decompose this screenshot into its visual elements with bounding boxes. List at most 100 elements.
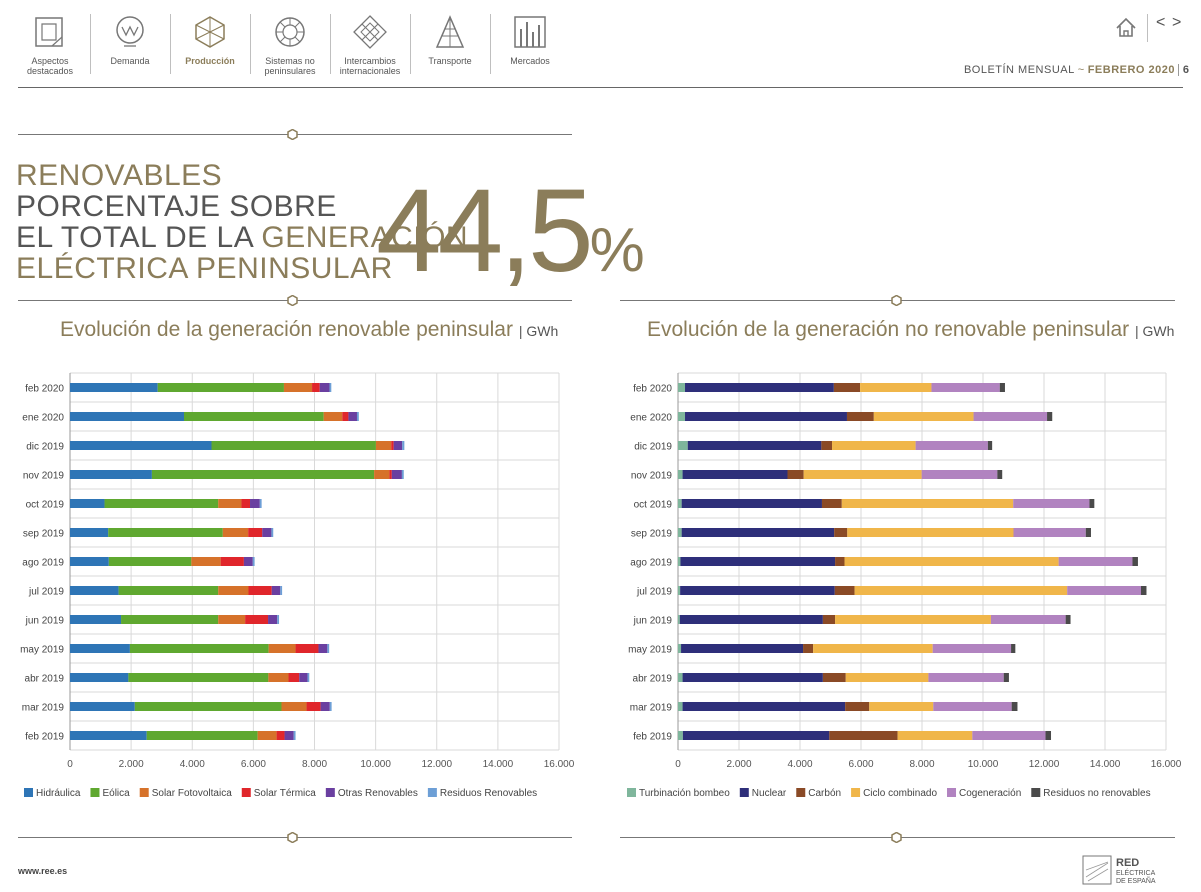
y-tick-label: feb 2020 <box>633 384 672 395</box>
bar-segment <box>834 528 848 537</box>
nav-label: Sistemas no peninsulares <box>264 56 316 76</box>
bar-segment <box>680 586 835 595</box>
bar-segment <box>281 702 307 711</box>
chart-unit: | GWh <box>1135 323 1175 339</box>
bar-segment <box>678 557 681 566</box>
bar-segment <box>121 615 219 624</box>
x-tick-label: 0 <box>67 759 73 770</box>
headline-line-3a: EL TOTAL DE LA <box>16 221 262 254</box>
bar-segment <box>854 586 1068 595</box>
bar-segment <box>915 441 988 450</box>
bar-segment <box>70 644 130 653</box>
bar-segment <box>999 383 1005 392</box>
x-tick-label: 10.000 <box>968 759 999 770</box>
bar-segment <box>678 528 682 537</box>
bar-segment <box>329 383 332 392</box>
exchange-icon <box>350 12 390 52</box>
bar-segment <box>835 557 845 566</box>
bar-segment <box>307 673 310 682</box>
y-tick-label: nov 2019 <box>631 471 673 482</box>
market-chart-icon <box>510 12 550 52</box>
bar-segment <box>1067 586 1141 595</box>
x-tick-label: 2.000 <box>119 759 144 770</box>
x-tick-label: 2.000 <box>726 759 751 770</box>
bar-segment <box>319 383 330 392</box>
bar-segment <box>293 731 296 740</box>
bar-segment <box>252 557 255 566</box>
bar-segment <box>847 528 1014 537</box>
nav-item-transporte[interactable]: Transporte <box>410 12 490 82</box>
nav-item-intercambios-internacionales[interactable]: Intercambios internacionales <box>330 12 410 82</box>
bar-segment <box>678 470 683 479</box>
legend-label: Residuos no renovables <box>1043 788 1150 799</box>
bar-segment <box>245 615 269 624</box>
bar-segment <box>151 470 375 479</box>
next-page-button[interactable]: > <box>1172 14 1182 31</box>
x-tick-label: 12.000 <box>421 759 452 770</box>
bar-segment <box>250 499 260 508</box>
legend-label: Turbinación bombeo <box>639 788 730 799</box>
y-tick-label: sep 2019 <box>23 529 65 540</box>
bar-segment <box>342 412 349 421</box>
bulletin-month: FEBRERO 2020 <box>1087 64 1175 76</box>
document-icon <box>30 12 70 52</box>
bar-segment <box>873 412 974 421</box>
bar-segment <box>391 470 402 479</box>
bar-segment <box>845 673 929 682</box>
bar-segment <box>678 644 682 653</box>
y-tick-label: sep 2019 <box>631 529 673 540</box>
x-tick-label: 6.000 <box>241 759 266 770</box>
home-icon[interactable] <box>1114 16 1138 40</box>
bar-segment <box>129 644 269 653</box>
chart-unit-text: GWh <box>526 323 559 339</box>
bar-segment <box>70 470 152 479</box>
legend-swatch <box>739 788 749 797</box>
bar-segment <box>268 644 296 653</box>
x-tick-label: 8.000 <box>302 759 327 770</box>
bar-segment <box>375 441 392 450</box>
bar-segment <box>679 615 823 624</box>
ree-logo: RED ELÉCTRICA DE ESPAÑA <box>1082 855 1156 885</box>
nav-label: Mercados <box>510 56 550 66</box>
legend-label: Ciclo combinado <box>863 788 937 799</box>
bar-segment <box>299 673 308 682</box>
bar-segment <box>1047 412 1053 421</box>
nav-item-mercados[interactable]: Mercados <box>490 12 570 82</box>
bulletin-title: BOLETÍN MENSUAL ~ FEBRERO 2020 <box>964 64 1175 76</box>
nav-item-produccion[interactable]: Producción <box>170 12 250 82</box>
bar-segment <box>1065 615 1071 624</box>
bar-segment <box>1085 528 1091 537</box>
bar-segment <box>833 383 861 392</box>
ornament-icon <box>287 832 298 843</box>
y-tick-label: oct 2019 <box>634 500 673 511</box>
nav-item-aspectos-destacados[interactable]: Aspectos destacados <box>10 12 90 82</box>
y-tick-label: feb 2019 <box>25 732 64 743</box>
x-tick-label: 16.000 <box>544 759 575 770</box>
ornament-icon <box>891 295 902 306</box>
bar-segment <box>832 441 916 450</box>
bar-segment <box>682 731 830 740</box>
y-tick-label: jul 2019 <box>28 587 64 598</box>
nav-divider <box>1147 14 1148 42</box>
bar-segment <box>320 702 330 711</box>
bar-segment <box>327 644 330 653</box>
bar-segment <box>841 499 1014 508</box>
bar-segment <box>276 731 285 740</box>
legend-label: Residuos Renovables <box>440 788 537 799</box>
non-renewable-generation-chart: 0 2.000 4.000 6.000 8.000 10.000 12.000 14.000 1… <box>627 372 1182 799</box>
logo-text-2: ELÉCTRICA <box>1116 868 1156 877</box>
y-tick-label: ene 2020 <box>22 413 64 424</box>
previous-page-button[interactable]: < <box>1156 14 1166 31</box>
y-tick-label: jun 2019 <box>25 616 65 627</box>
footer-url[interactable]: www.ree.es <box>18 866 68 876</box>
bar-segment <box>248 528 263 537</box>
bar-segment <box>318 644 328 653</box>
nav-item-demanda[interactable]: Demanda <box>90 12 170 82</box>
bar-segment <box>108 528 223 537</box>
bar-segment <box>243 557 253 566</box>
x-tick-label: 0 <box>675 759 681 770</box>
bar-segment <box>682 702 846 711</box>
nav-item-sistemas-no-peninsulares[interactable]: Sistemas no peninsulares <box>250 12 330 82</box>
nav-label: Aspectos destacados <box>26 56 74 76</box>
bar-segment <box>860 383 932 392</box>
